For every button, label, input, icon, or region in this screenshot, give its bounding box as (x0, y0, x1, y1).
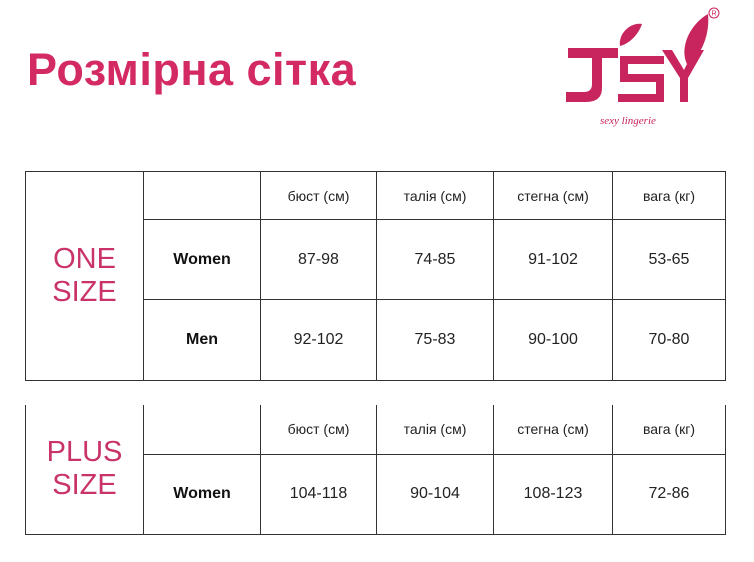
cell: 104-118 (260, 453, 377, 535)
empty-header-cell (143, 171, 261, 220)
column-header: стегна (см) (493, 405, 613, 455)
column-header: бюст (см) (260, 171, 377, 220)
cell: 108-123 (493, 453, 613, 535)
table-row: Men 92-102 75-83 90-100 70-80 (26, 299, 726, 381)
cell: 90-100 (493, 299, 613, 381)
cell: 53-65 (612, 219, 726, 300)
cell: 74-85 (376, 219, 494, 300)
plus-size-table: PLUS SIZE бюст (см) талія (см) стегна (см… (25, 405, 726, 535)
cell: 75-83 (376, 299, 494, 381)
row-label: Women (143, 453, 261, 535)
svg-text:R: R (712, 11, 717, 18)
row-label: Women (143, 219, 261, 300)
cell: 90-104 (376, 453, 494, 535)
one-size-table: ONE SIZE бюст (см) талія (см) стегна (см)… (25, 171, 726, 381)
size-label: ONE SIZE (25, 171, 144, 381)
cell: 70-80 (612, 299, 726, 381)
column-header: талія (см) (376, 405, 494, 455)
column-header: бюст (см) (260, 405, 377, 455)
column-header: талія (см) (376, 171, 494, 220)
cell: 87-98 (260, 219, 377, 300)
cell: 72-86 (612, 453, 726, 535)
cell: 91-102 (493, 219, 613, 300)
cell: 92-102 (260, 299, 377, 381)
column-header: стегна (см) (493, 171, 613, 220)
brand-logo: R sexy lingerie (566, 7, 720, 127)
empty-header-cell (143, 405, 261, 455)
size-label: PLUS SIZE (25, 405, 144, 535)
column-header: вага (кг) (612, 405, 726, 455)
row-label: Men (143, 299, 261, 381)
svg-text:sexy lingerie: sexy lingerie (600, 115, 656, 127)
table-row: Women 87-98 74-85 91-102 53-65 (26, 219, 726, 300)
page-title: Розмірна сітка (27, 44, 357, 95)
table-row: Women 104-118 90-104 108-123 72-86 (26, 453, 726, 535)
column-header: вага (кг) (612, 171, 726, 220)
